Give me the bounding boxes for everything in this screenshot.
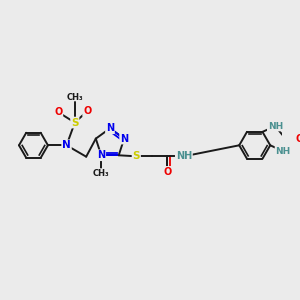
Text: CH₃: CH₃: [67, 93, 83, 102]
Text: NH: NH: [268, 122, 283, 130]
Text: N: N: [106, 123, 114, 133]
Text: S: S: [71, 118, 79, 128]
Text: NH: NH: [176, 151, 192, 161]
Text: O: O: [296, 134, 300, 144]
Text: N: N: [62, 140, 71, 150]
Text: NH: NH: [275, 147, 291, 156]
Text: O: O: [83, 106, 92, 116]
Text: O: O: [163, 167, 171, 177]
Text: N: N: [97, 150, 105, 160]
Text: CH₃: CH₃: [93, 169, 110, 178]
Text: N: N: [120, 134, 128, 144]
Text: S: S: [133, 151, 140, 161]
Text: O: O: [54, 107, 62, 117]
